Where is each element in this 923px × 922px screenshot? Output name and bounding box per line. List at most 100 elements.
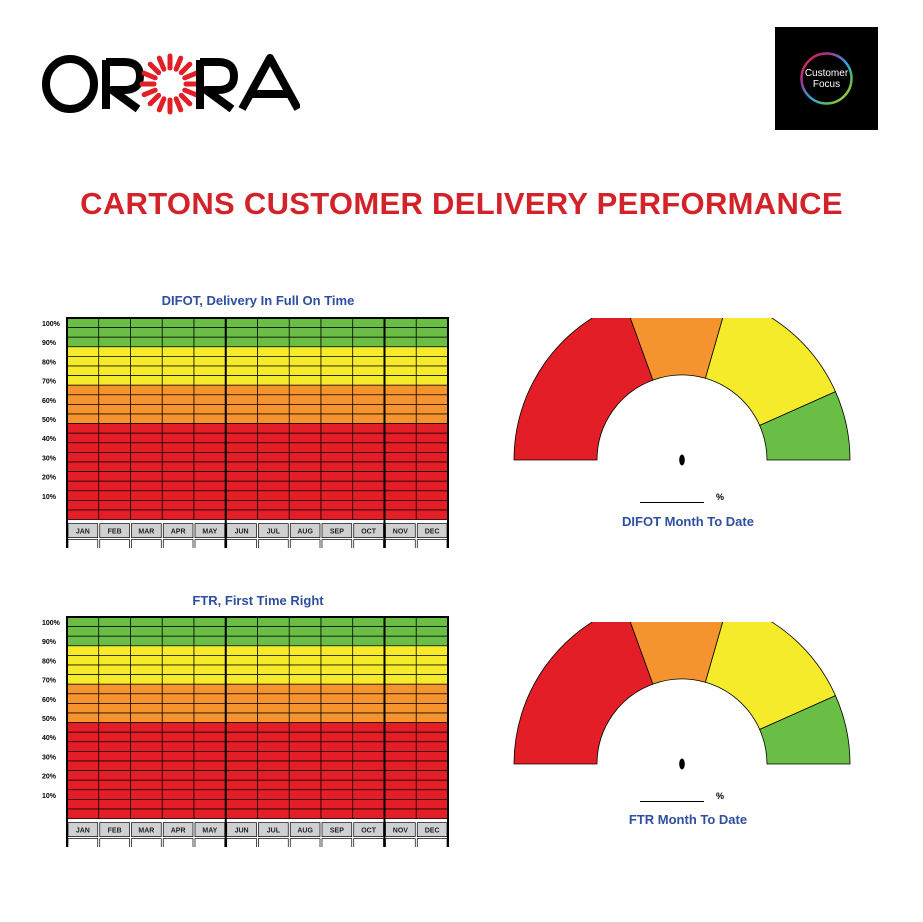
difot-cell bbox=[384, 356, 417, 367]
difot-cell bbox=[193, 480, 227, 492]
ftr-cell bbox=[225, 779, 258, 791]
ftr-entry-cell[interactable] bbox=[226, 838, 257, 847]
difot-cell bbox=[98, 394, 131, 405]
ftr-month-label: NOV bbox=[393, 828, 409, 835]
ftr-cell bbox=[352, 616, 385, 627]
difot-entry-cell[interactable] bbox=[131, 539, 162, 548]
difot-gauge-segment bbox=[759, 391, 851, 461]
orora-logo-mark bbox=[42, 53, 300, 115]
difot-entry-cell[interactable] bbox=[226, 539, 257, 548]
ftr-cell bbox=[130, 789, 163, 800]
difot-entry-cell[interactable] bbox=[194, 539, 226, 548]
ftr-cell bbox=[225, 626, 258, 637]
difot-entry-cell[interactable] bbox=[162, 539, 194, 548]
difot-chart-title: DIFOT, Delivery In Full On Time bbox=[161, 293, 355, 308]
difot-cell bbox=[384, 384, 417, 396]
ftr-entry-cell[interactable] bbox=[67, 838, 99, 847]
difot-cell bbox=[161, 356, 195, 367]
difot-cell bbox=[66, 394, 100, 405]
difot-cell bbox=[193, 394, 227, 405]
ftr-month-header-cell bbox=[289, 822, 321, 837]
difot-cell bbox=[384, 404, 417, 415]
ftr-entry-cell[interactable] bbox=[131, 838, 162, 847]
ftr-cell bbox=[415, 626, 449, 637]
difot-entry-cell[interactable] bbox=[289, 539, 321, 548]
ftr-cell bbox=[98, 664, 131, 675]
ftr-entry-cell[interactable] bbox=[258, 838, 289, 847]
difot-cell bbox=[257, 509, 290, 520]
difot-cell bbox=[193, 413, 227, 424]
ftr-cell bbox=[415, 722, 449, 733]
difot-entry-cell[interactable] bbox=[416, 539, 448, 548]
difot-cell bbox=[193, 375, 227, 386]
ftr-cell bbox=[352, 770, 385, 781]
difot-cell bbox=[257, 336, 290, 348]
ftr-entry-cell[interactable] bbox=[321, 838, 353, 847]
ftr-cell bbox=[288, 626, 322, 637]
difot-entry-cell[interactable] bbox=[67, 539, 99, 548]
difot-cell bbox=[257, 394, 290, 405]
ftr-cell bbox=[320, 693, 354, 704]
ftr-cell bbox=[384, 760, 417, 771]
difot-cell bbox=[352, 375, 385, 386]
difot-entry-cell[interactable] bbox=[353, 539, 384, 548]
ftr-entry-cell[interactable] bbox=[162, 838, 194, 847]
difot-cell bbox=[320, 442, 354, 453]
ftr-cell bbox=[130, 731, 163, 743]
difot-gauge-segment bbox=[629, 318, 724, 381]
ftr-cell bbox=[320, 712, 354, 723]
ftr-cell bbox=[320, 789, 354, 800]
ftr-percent-sign: % bbox=[716, 791, 725, 801]
difot-cell bbox=[130, 327, 163, 338]
difot-entry-cell[interactable] bbox=[321, 539, 353, 548]
ftr-cell bbox=[193, 703, 227, 714]
difot-cell bbox=[225, 500, 258, 511]
difot-cell bbox=[257, 452, 290, 463]
difot-cell bbox=[193, 404, 227, 415]
difot-cell bbox=[98, 317, 131, 328]
difot-entry-cell[interactable] bbox=[385, 539, 416, 548]
ftr-cell bbox=[415, 770, 449, 781]
difot-cell bbox=[288, 336, 322, 348]
ftr-cell bbox=[225, 655, 258, 666]
ftr-cell bbox=[161, 760, 195, 771]
difot-entry-cell[interactable] bbox=[99, 539, 130, 548]
difot-cell bbox=[193, 365, 227, 376]
ftr-cell bbox=[320, 655, 354, 666]
difot-cell bbox=[98, 490, 131, 501]
ftr-cell bbox=[415, 645, 449, 656]
ftr-entry-cell[interactable] bbox=[289, 838, 321, 847]
ftr-cell bbox=[352, 655, 385, 666]
ftr-value-blank[interactable] bbox=[640, 801, 704, 802]
difot-cell bbox=[384, 509, 417, 520]
difot-cell bbox=[193, 461, 227, 472]
ftr-cell bbox=[257, 722, 290, 733]
ftr-month-header-cell bbox=[258, 822, 289, 837]
difot-cell bbox=[98, 432, 131, 444]
difot-cell bbox=[98, 452, 131, 463]
difot-cell bbox=[193, 384, 227, 396]
difot-cell bbox=[352, 336, 385, 348]
sunburst-ray bbox=[178, 92, 193, 107]
ftr-entry-cell[interactable] bbox=[99, 838, 130, 847]
ftr-entry-cell[interactable] bbox=[353, 838, 384, 847]
difot-cell bbox=[66, 384, 100, 396]
difot-month-header-cell bbox=[385, 523, 416, 538]
difot-month-label: JUN bbox=[235, 529, 249, 536]
ftr-entry-cell[interactable] bbox=[385, 838, 416, 847]
difot-cell bbox=[225, 384, 258, 396]
ftr-entry-cell[interactable] bbox=[416, 838, 448, 847]
ftr-cell bbox=[257, 645, 290, 656]
difot-month-header-cell bbox=[321, 523, 353, 538]
difot-cell bbox=[288, 365, 322, 376]
difot-value-blank[interactable] bbox=[640, 502, 704, 503]
difot-cell bbox=[352, 413, 385, 424]
ftr-cell bbox=[193, 722, 227, 733]
ftr-entry-cell[interactable] bbox=[194, 838, 226, 847]
difot-y-tick-label: 60% bbox=[42, 398, 57, 405]
ftr-cell bbox=[193, 789, 227, 800]
difot-entry-cell[interactable] bbox=[258, 539, 289, 548]
ftr-cell bbox=[98, 808, 131, 819]
difot-cell bbox=[193, 442, 227, 453]
ftr-cell bbox=[288, 779, 322, 791]
